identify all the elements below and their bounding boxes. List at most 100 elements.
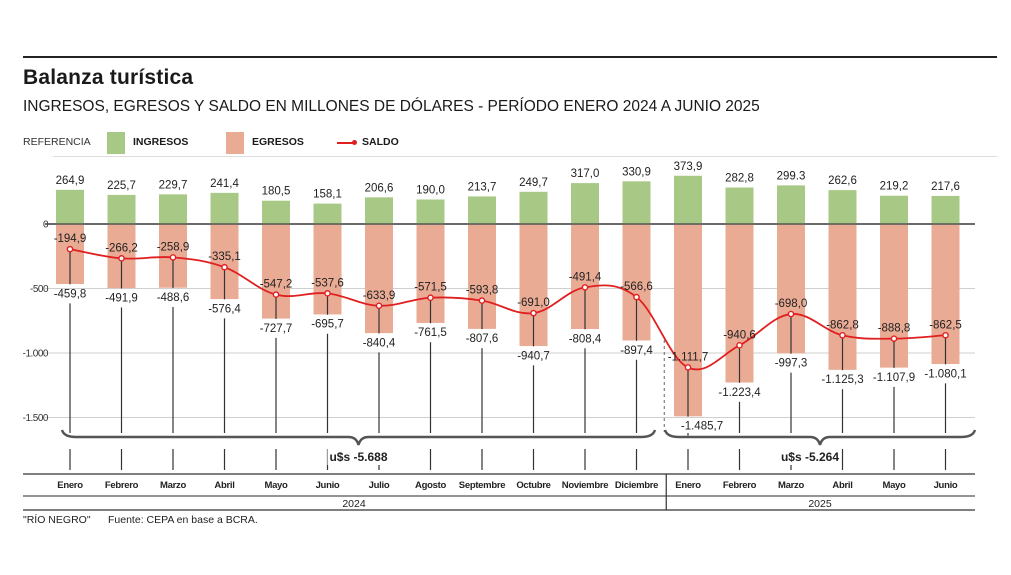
- bar-ingresos: [931, 195, 960, 224]
- saldo-label: -1.111,7: [668, 351, 709, 363]
- egresos-label: -488,6: [157, 292, 190, 304]
- bar-ingresos: [56, 189, 84, 224]
- saldo-point: [890, 335, 898, 342]
- x-tick-label: Septembre: [459, 480, 505, 491]
- ingresos-label: 213,7: [468, 181, 497, 193]
- brace-2024: [60, 429, 657, 446]
- bar-ingresos: [159, 194, 187, 224]
- bar-ingresos: [777, 185, 805, 224]
- footer-credit: "RÍO NEGRO": [23, 514, 91, 526]
- x-tick-label: Mayo: [882, 480, 906, 491]
- saldo-point: [633, 293, 640, 301]
- saldo-label: -691,0: [517, 297, 550, 309]
- brace-2025: [663, 429, 977, 446]
- x-tick-label: Mayo: [264, 480, 288, 491]
- egresos-label: -1.223,4: [718, 387, 761, 399]
- ingresos-label: 225,7: [107, 180, 136, 192]
- legend-reference-label: REFERENCIA: [23, 136, 91, 148]
- x-tick-label: Octubre: [516, 480, 550, 491]
- saldo-label: -547,2: [260, 279, 293, 291]
- legend-line-saldo-icon: [337, 140, 357, 145]
- legend-swatch-egresos: [226, 132, 244, 154]
- saldo-label: -335,1: [208, 251, 241, 263]
- saldo-point: [375, 302, 383, 310]
- egresos-label: -1.107,9: [873, 372, 915, 384]
- saldo-label: -698,0: [775, 298, 808, 310]
- saldo-point: [221, 263, 228, 271]
- ingresos-label: 180,5: [262, 186, 291, 198]
- egresos-label: -576,4: [208, 303, 241, 315]
- x-tick-label: Abril: [832, 480, 852, 491]
- ingresos-label: 264,9: [56, 175, 85, 187]
- bar-ingresos: [571, 183, 599, 224]
- legend-label-saldo: SALDO: [362, 136, 399, 148]
- total-2025-label: u$s -5.264: [781, 450, 839, 464]
- egresos-label: -940,7: [517, 350, 550, 362]
- top-rule: [23, 56, 997, 58]
- egresos-label: -1.125,3: [821, 374, 863, 386]
- saldo-line: [69, 248, 946, 371]
- egresos-label: -897,4: [620, 345, 653, 357]
- x-tick-label: Agosto: [415, 480, 446, 491]
- egresos-label: -491,9: [105, 292, 138, 304]
- egresos-label: -459,8: [54, 288, 87, 300]
- bar-ingresos: [365, 197, 393, 224]
- x-tick-label: Marzo: [778, 480, 804, 491]
- saldo-point: [272, 291, 280, 298]
- ingresos-label: 330,9: [622, 166, 651, 178]
- y-tick-label: -1.500: [23, 413, 49, 424]
- egresos-label: -695,7: [311, 319, 344, 331]
- saldo-point: [427, 294, 434, 302]
- saldo-point: [530, 309, 537, 317]
- bar-ingresos: [828, 190, 857, 224]
- saldo-point: [478, 297, 486, 304]
- saldo-point: [942, 331, 949, 339]
- ingresos-label: 317,0: [571, 168, 600, 180]
- bar-ingresos: [416, 199, 445, 224]
- x-tick-label: Febrero: [105, 480, 139, 491]
- x-tick-label: Julio: [369, 480, 390, 491]
- ingresos-label: 299.3: [777, 170, 806, 182]
- ingresos-label: 217,6: [931, 181, 960, 193]
- y-tick-label: -1.000: [23, 349, 49, 360]
- ingresos-label: 158,1: [313, 189, 342, 201]
- ingresos-label: 373,9: [674, 161, 703, 173]
- y-tick-label: -500: [30, 284, 49, 295]
- bar-ingresos: [622, 181, 651, 224]
- egresos-label: -808,4: [569, 333, 602, 345]
- legend-label-ingresos: INGRESOS: [133, 136, 189, 148]
- year-label-2025: 2025: [808, 498, 832, 510]
- x-tick-label: Abril: [214, 480, 234, 491]
- egresos-label: -727,7: [260, 323, 293, 335]
- saldo-label: -566,6: [620, 281, 653, 293]
- egresos-label: -761,5: [414, 327, 447, 339]
- chart-title: Balanza turística: [23, 66, 194, 89]
- ingresos-label: 241,4: [210, 178, 239, 190]
- legend: REFERENCIA INGRESOS EGRESOS SALDO: [23, 130, 997, 157]
- ingresos-label: 282,8: [725, 173, 754, 185]
- bar-ingresos: [107, 194, 136, 224]
- saldo-label: -888,8: [878, 323, 911, 335]
- saldo-label: -862,8: [826, 319, 859, 331]
- x-tick-label: Enero: [675, 480, 701, 491]
- saldo-label: -258,9: [157, 241, 190, 253]
- ingresos-label: 229,7: [159, 179, 188, 191]
- x-tick-label: Diciembre: [615, 480, 658, 491]
- egresos-label: -1.485,7: [681, 421, 723, 433]
- saldo-label: -593,8: [466, 285, 499, 297]
- saldo-label: -940,6: [723, 329, 756, 341]
- x-tick-label: Junio: [934, 480, 958, 491]
- saldo-label: -633,9: [363, 290, 396, 302]
- bar-ingresos: [880, 195, 908, 224]
- x-tick-label: Noviembre: [562, 480, 608, 491]
- x-tick-label: Marzo: [160, 480, 186, 491]
- y-tick-label: 0: [43, 220, 49, 231]
- saldo-label: -537,6: [311, 277, 344, 289]
- saldo-point: [684, 364, 692, 371]
- saldo-point: [581, 284, 589, 291]
- x-tick-label: Febrero: [723, 480, 757, 491]
- footer-source: Fuente: CEPA en base a BCRA.: [108, 514, 258, 526]
- x-tick-label: Junio: [316, 480, 340, 491]
- saldo-label: -266,2: [105, 242, 138, 254]
